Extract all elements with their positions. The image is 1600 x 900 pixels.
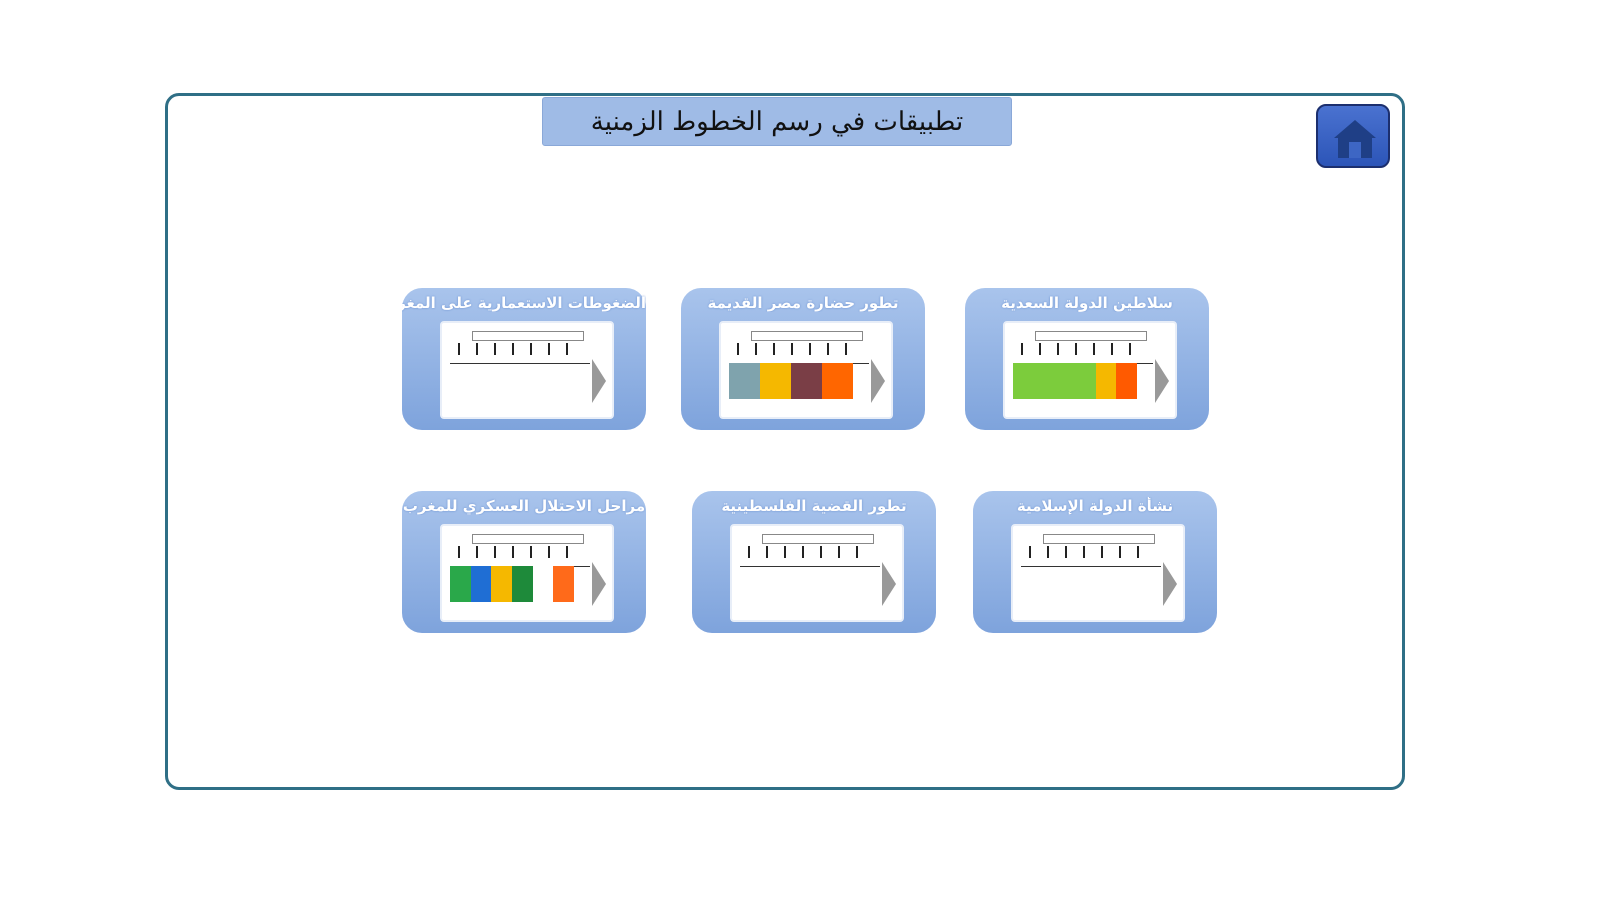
thumb-segment [532,566,554,602]
thumb-tick [1047,546,1049,558]
thumb-tick [1119,546,1121,558]
thumb-tick [748,546,750,558]
thumb-tick [1065,546,1067,558]
thumb-tick [845,343,847,355]
thumb-tick [512,343,514,355]
card-label: الضغوطات الاستعمارية على المغرب [402,294,646,312]
card-label: تطور القضية الفلسطينية [721,497,907,515]
thumb-segment [1033,363,1055,399]
timeline-card[interactable]: تطور حضارة مصر القديمة [681,288,925,430]
thumb-tick [838,546,840,558]
thumb-tick [458,546,460,558]
thumb-tick [512,546,514,558]
timeline-card[interactable]: تطور القضية الفلسطينية [692,491,936,633]
thumb-segment [1013,363,1034,399]
timeline-thumbnail [730,524,904,622]
thumb-title-box [472,534,584,544]
thumb-segment [491,566,512,602]
thumb-tick [856,546,858,558]
timeline-card[interactable]: سلاطين الدولة السعدية [965,288,1209,430]
thumb-segment [512,566,533,602]
thumb-tick [548,546,550,558]
thumb-tick [476,546,478,558]
thumb-segment [1075,363,1096,399]
thumb-tick [548,343,550,355]
thumb-segment [791,363,822,399]
timeline-card[interactable]: نشأة الدولة الإسلامية [973,491,1217,633]
thumb-tick [827,343,829,355]
thumb-segment [470,566,492,602]
home-button[interactable] [1316,104,1390,168]
thumb-tick [458,343,460,355]
thumb-tick [566,343,568,355]
thumb-tick [766,546,768,558]
thumb-segment [760,363,791,399]
thumb-title-box [1043,534,1155,544]
timeline-card[interactable]: الضغوطات الاستعمارية على المغرب [402,288,646,430]
thumb-tick [1039,343,1041,355]
thumb-tick [809,343,811,355]
timeline-card[interactable]: مراحل الاحتلال العسكري للمغرب [402,491,646,633]
thumb-tick [1083,546,1085,558]
thumb-axis [1021,566,1161,567]
thumb-arrow [1163,562,1177,606]
thumb-tick [1129,343,1131,355]
thumb-tick [476,343,478,355]
thumb-axis [450,363,590,364]
thumb-segment [1095,363,1117,399]
thumb-segment [450,566,471,602]
thumb-title-box [1035,331,1147,341]
thumb-axis [740,566,880,567]
thumb-tick [1029,546,1031,558]
thumb-tick [755,343,757,355]
thumb-title-box [762,534,874,544]
card-label: تطور حضارة مصر القديمة [707,294,899,312]
thumb-title-box [751,331,863,341]
thumb-tick [1057,343,1059,355]
thumb-tick [530,343,532,355]
card-label: نشأة الدولة الإسلامية [1016,497,1174,515]
thumb-tick [566,546,568,558]
thumb-segment [822,363,853,399]
timeline-thumbnail [440,524,614,622]
thumb-segment [1116,363,1137,399]
thumb-tick [1021,343,1023,355]
page-title: تطبيقات في رسم الخطوط الزمنية [542,97,1012,146]
timeline-thumbnail [1003,321,1177,419]
thumb-title-box [472,331,584,341]
thumb-tick [1111,343,1113,355]
timeline-thumbnail [719,321,893,419]
thumb-segment [1054,363,1075,399]
thumb-tick [1093,343,1095,355]
thumb-tick [773,343,775,355]
thumb-tick [1137,546,1139,558]
thumb-arrow [882,562,896,606]
home-icon [1334,120,1376,158]
thumb-tick [494,343,496,355]
thumb-tick [784,546,786,558]
thumb-segment [553,566,574,602]
thumb-tick [802,546,804,558]
thumb-arrow [592,359,606,403]
thumb-arrow [592,562,606,606]
thumb-arrow [1155,359,1169,403]
thumb-tick [530,546,532,558]
thumb-arrow [871,359,885,403]
thumb-segment [729,363,760,399]
card-label: سلاطين الدولة السعدية [1001,294,1173,312]
timeline-thumbnail [1011,524,1185,622]
thumb-tick [820,546,822,558]
timeline-thumbnail [440,321,614,419]
card-label: مراحل الاحتلال العسكري للمغرب [402,497,646,515]
thumb-tick [1101,546,1103,558]
thumb-tick [791,343,793,355]
thumb-tick [737,343,739,355]
thumb-tick [494,546,496,558]
main-frame [165,93,1405,790]
thumb-tick [1075,343,1077,355]
